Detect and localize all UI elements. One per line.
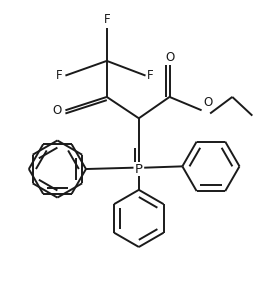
Text: F: F	[56, 69, 63, 82]
Text: O: O	[203, 96, 212, 109]
Text: P: P	[135, 162, 143, 176]
Text: F: F	[147, 69, 154, 82]
Text: F: F	[104, 13, 110, 26]
Text: O: O	[52, 104, 61, 117]
Text: O: O	[165, 51, 174, 63]
